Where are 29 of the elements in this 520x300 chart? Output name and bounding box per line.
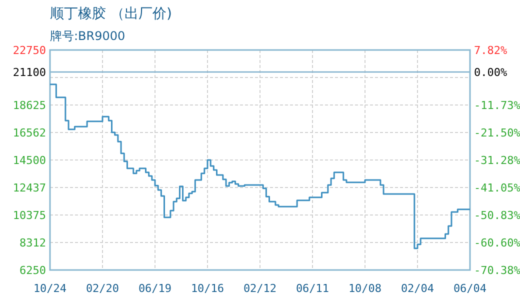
y2-tick-label: -11.73%: [474, 99, 520, 112]
x-tick-label: 10/08: [348, 282, 382, 295]
y2-tick-label: -60.60%: [474, 236, 520, 250]
y-tick-label: 10375: [12, 209, 46, 222]
y2-tick-label: 7.82%: [474, 44, 508, 57]
x-tick-label: 02/04: [400, 282, 434, 295]
y2-tick-label: -41.05%: [474, 181, 520, 194]
x-tick-label: 06/04: [453, 282, 487, 295]
y2-tick-label: 0.00%: [474, 66, 508, 79]
y2-tick-label: -31.28%: [474, 154, 520, 167]
x-tick-label: 02/12: [243, 282, 277, 295]
y-tick-label: 22750: [12, 44, 46, 57]
x-tick-label: 06/19: [138, 282, 172, 295]
y-tick-label: 18625: [12, 99, 46, 112]
chart-subtitle: 牌号:BR9000: [50, 29, 126, 43]
x-tick-label: 10/16: [190, 282, 224, 295]
y-tick-label: 12437: [12, 182, 46, 195]
y-tick-label: 21100: [12, 66, 46, 79]
y-tick-label: 16562: [12, 126, 46, 140]
x-tick-label: 10/24: [33, 282, 67, 295]
y2-tick-label: -70.38%: [474, 264, 520, 277]
x-tick-label: 06/11: [296, 282, 330, 295]
chart-title: 顺丁橡胶 （出厂价): [50, 6, 172, 22]
x-tick-label: 02/20: [86, 282, 120, 295]
y-tick-label: 8312: [20, 236, 46, 250]
y-tick-label: 14500: [12, 154, 46, 167]
y2-tick-label: -21.50%: [474, 126, 520, 140]
y-tick-label: 6250: [20, 264, 46, 277]
y2-tick-label: -50.83%: [474, 209, 520, 222]
